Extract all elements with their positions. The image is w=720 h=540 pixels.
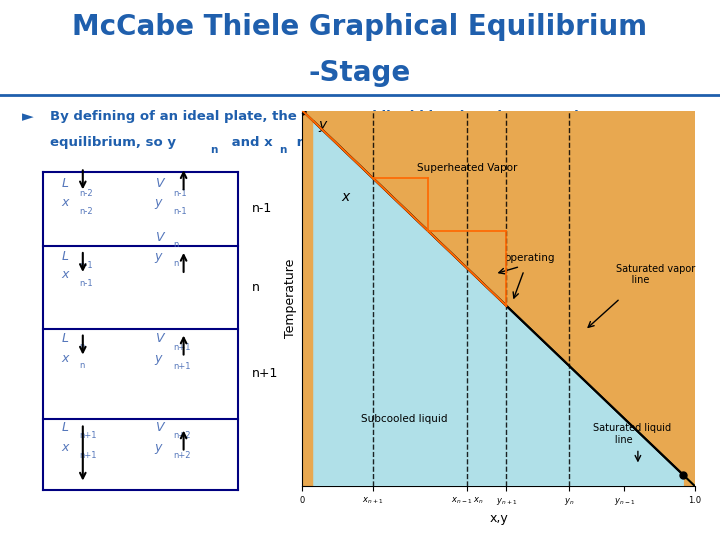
- Text: n: n: [173, 240, 178, 249]
- Text: x: x: [61, 441, 68, 454]
- Text: equilibrium, so y: equilibrium, so y: [50, 137, 176, 150]
- Text: n: n: [210, 145, 217, 154]
- Text: Saturated vapor
     line: Saturated vapor line: [616, 264, 696, 285]
- Text: n-1: n-1: [173, 188, 186, 198]
- Text: n+1: n+1: [173, 362, 190, 371]
- Text: V: V: [155, 231, 163, 244]
- Text: n-1: n-1: [173, 207, 186, 216]
- Text: y: y: [155, 249, 162, 263]
- Text: x: x: [61, 268, 68, 281]
- Text: y: y: [155, 441, 162, 454]
- Text: x: x: [341, 190, 350, 204]
- Text: n: n: [173, 259, 178, 268]
- Text: n+1: n+1: [252, 368, 279, 381]
- Polygon shape: [302, 111, 695, 486]
- X-axis label: x,y: x,y: [489, 512, 508, 525]
- Text: n+2: n+2: [173, 451, 190, 460]
- Text: represent equilibrium concentration.: represent equilibrium concentration.: [292, 137, 575, 150]
- Text: y: y: [155, 196, 162, 209]
- Text: n-2: n-2: [79, 188, 93, 198]
- Polygon shape: [314, 122, 683, 486]
- Polygon shape: [314, 122, 683, 486]
- Text: operating: operating: [505, 253, 555, 263]
- Text: V: V: [155, 178, 163, 191]
- Y-axis label: Temperature: Temperature: [284, 259, 297, 338]
- Text: n+1: n+1: [79, 431, 96, 441]
- Text: n: n: [79, 361, 84, 370]
- Text: Dr Saad Al-Shahrani: Dr Saad Al-Shahrani: [593, 520, 706, 530]
- Text: n+2: n+2: [173, 431, 190, 441]
- Text: x: x: [61, 352, 68, 365]
- Text: L: L: [61, 178, 68, 191]
- Text: McCabe Thiele Graphical Equilibrium: McCabe Thiele Graphical Equilibrium: [73, 13, 647, 41]
- Text: n+1: n+1: [79, 451, 96, 460]
- Text: -Stage: -Stage: [309, 59, 411, 87]
- Text: n+1: n+1: [173, 343, 190, 353]
- Text: V: V: [155, 421, 163, 434]
- Text: y: y: [155, 352, 162, 365]
- Text: By defining of an ideal plate, the vapor and liquid leaving plate n are in: By defining of an ideal plate, the vapor…: [50, 110, 588, 123]
- Text: ChE 334: Separation Processes: ChE 334: Separation Processes: [14, 520, 187, 530]
- Text: n: n: [252, 281, 260, 294]
- Text: L: L: [61, 332, 68, 346]
- Text: Saturated liquid
       line: Saturated liquid line: [593, 423, 671, 445]
- Text: and x: and x: [227, 137, 272, 150]
- Text: Superheated Vapor: Superheated Vapor: [417, 163, 518, 173]
- Text: y: y: [318, 118, 326, 132]
- Text: Subcooled liquid: Subcooled liquid: [361, 414, 448, 424]
- Text: n: n: [79, 342, 84, 351]
- Text: V: V: [155, 332, 163, 346]
- Text: ►: ►: [22, 110, 33, 125]
- Text: n-1: n-1: [79, 279, 93, 288]
- Text: x: x: [61, 196, 68, 209]
- Text: L: L: [61, 421, 68, 434]
- Text: n-1: n-1: [252, 202, 272, 215]
- Text: L: L: [61, 249, 68, 263]
- Text: n: n: [279, 145, 286, 154]
- Text: n-2: n-2: [79, 207, 93, 216]
- Text: n-1: n-1: [79, 261, 93, 270]
